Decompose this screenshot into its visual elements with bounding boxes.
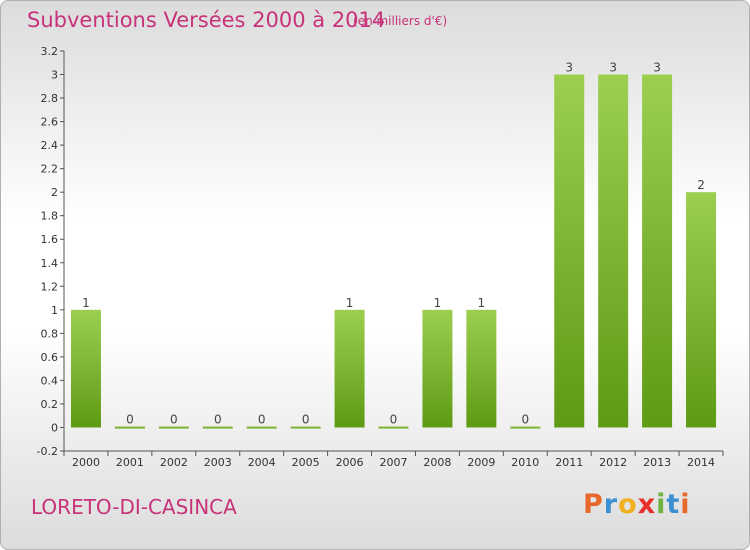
bar	[290, 426, 321, 429]
x-tick-label: 2014	[687, 456, 715, 469]
x-tick-label: 2011	[555, 456, 583, 469]
x-tick-label: 2008	[423, 456, 451, 469]
data-label: 0	[258, 412, 266, 426]
chart-units: (en milliers d'€)	[353, 14, 448, 28]
bar	[378, 426, 409, 429]
y-tick-label: 0	[51, 421, 58, 434]
proxiti-logo[interactable]: Proxiti	[583, 489, 691, 520]
y-tick-label: 0.4	[41, 374, 59, 387]
y-tick-label: 2.8	[41, 92, 59, 105]
bar	[114, 426, 145, 429]
x-tick-label: 2004	[248, 456, 276, 469]
y-tick-label: 1.2	[41, 280, 59, 293]
data-label: 0	[390, 412, 398, 426]
y-tick-label: 2.4	[41, 139, 59, 152]
y-tick-label: -0.2	[37, 445, 58, 458]
x-tick-label: 2003	[204, 456, 232, 469]
logo-letter: x	[637, 489, 657, 520]
data-label: 0	[521, 412, 529, 426]
x-tick-label: 2013	[643, 456, 671, 469]
bar	[554, 74, 585, 428]
chart-title: Subventions Versées 2000 à 2014	[27, 8, 386, 32]
x-tick-label: 2007	[380, 456, 408, 469]
y-tick-label: 3.2	[41, 45, 59, 58]
logo-letter: o	[618, 489, 638, 520]
data-label: 1	[478, 296, 486, 310]
y-tick-label: 1.4	[41, 257, 59, 270]
chart-axes: -0.2 0 0.2 0.4 0.6 0.8 1 1.2 1.4 1.6 1.8 2 2.2 2.4 2.6…	[37, 45, 724, 469]
y-tick-label: 2.2	[41, 163, 59, 176]
y-tick-label: 2	[51, 186, 58, 199]
data-label: 0	[302, 412, 310, 426]
bar	[70, 309, 101, 428]
y-tick-label: 1	[51, 304, 58, 317]
y-tick-label: 0.2	[41, 398, 59, 411]
logo-letter: i	[656, 489, 667, 520]
x-tick-label: 2010	[511, 456, 539, 469]
chart-bars	[70, 74, 717, 429]
chart-labels: 1 0 0 0 0 0 1 0 1 1 0 3 3 3 2	[82, 61, 705, 427]
data-label: 3	[565, 61, 573, 75]
data-label: 1	[434, 296, 442, 310]
data-label: 1	[82, 296, 90, 310]
logo-letter: P	[583, 489, 604, 520]
x-tick-label: 2005	[292, 456, 320, 469]
bar	[642, 74, 673, 428]
bar	[510, 426, 541, 429]
y-tick-label: 1.6	[41, 233, 59, 246]
x-tick-label: 2001	[116, 456, 144, 469]
x-tick-label: 2000	[72, 456, 100, 469]
bar	[246, 426, 277, 429]
y-tick-label: 0.8	[41, 327, 59, 340]
logo-letter: i	[680, 489, 691, 520]
bar	[158, 426, 189, 429]
x-tick-label: 2009	[467, 456, 495, 469]
x-tick-label: 2006	[336, 456, 364, 469]
data-label: 0	[126, 412, 134, 426]
bar	[686, 192, 717, 428]
data-label: 3	[653, 61, 661, 75]
x-tick-label: 2002	[160, 456, 188, 469]
bar	[466, 309, 497, 428]
bar	[202, 426, 233, 429]
y-tick-label: 1.8	[41, 210, 59, 223]
bar	[422, 309, 453, 428]
bar	[598, 74, 629, 428]
y-tick-label: 0.6	[41, 351, 59, 364]
y-tick-label: 3	[51, 69, 58, 82]
data-label: 0	[214, 412, 222, 426]
data-label: 1	[346, 296, 354, 310]
data-label: 0	[170, 412, 178, 426]
place-name: LORETO-DI-CASINCA	[31, 495, 237, 519]
logo-letter: t	[666, 489, 681, 520]
data-label: 2	[697, 178, 705, 192]
x-tick-label: 2012	[599, 456, 627, 469]
y-tick-label: 2.6	[41, 116, 59, 129]
data-label: 3	[609, 61, 617, 75]
bar	[334, 309, 365, 428]
logo-letter: r	[603, 489, 619, 520]
